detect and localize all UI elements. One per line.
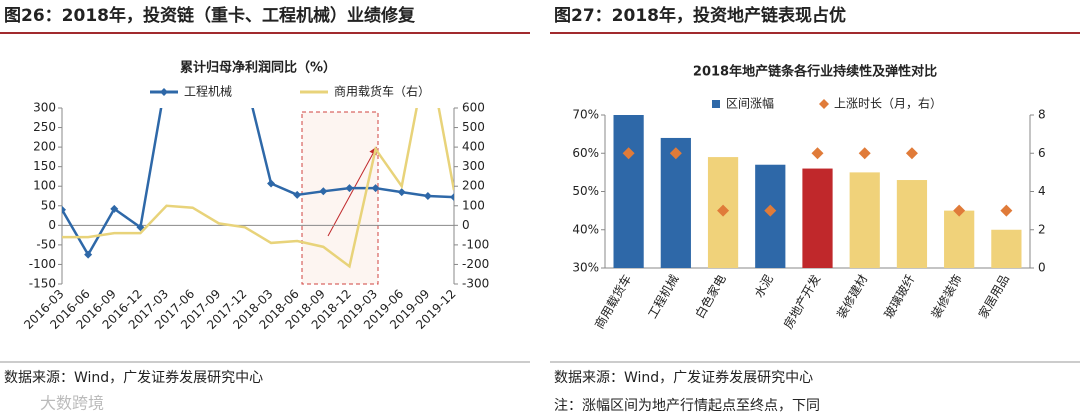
point xyxy=(953,204,966,217)
figure-title: 图27：2018年，投资地产链表现占优 xyxy=(554,5,846,26)
legend-swatch xyxy=(712,100,720,108)
point xyxy=(84,250,93,259)
y-tick-label: 50% xyxy=(572,184,599,198)
y2-tick-label: 2 xyxy=(1038,222,1046,236)
y2-tick-label: 100 xyxy=(462,198,485,212)
source: 数据来源：Wind，广发证券发展研究中心 xyxy=(554,370,813,386)
y2-tick-label: -200 xyxy=(462,257,489,271)
y-tick-label: 0 xyxy=(48,218,56,232)
y-tick-label: -100 xyxy=(29,257,56,271)
legend-label: 上涨时长（月，右） xyxy=(834,96,942,111)
note: 注：涨幅区间为地产行情起点至终点，下同 xyxy=(554,398,820,414)
y2-tick-label: -300 xyxy=(462,277,489,291)
figure-title: 图26：2018年，投资链（重卡、工程机械）业绩修复 xyxy=(4,5,416,26)
bar xyxy=(991,229,1022,268)
point xyxy=(267,179,276,188)
y2-tick-label: 0 xyxy=(1038,261,1046,275)
x-tick-label: 家居用品 xyxy=(975,272,1012,321)
point xyxy=(858,147,871,160)
x-tick-label: 装修建材 xyxy=(833,272,870,321)
series-line xyxy=(62,108,454,269)
y2-tick-label: 400 xyxy=(462,140,485,154)
x-tick-label: 装修装饰 xyxy=(928,272,965,321)
point xyxy=(1000,204,1013,217)
point xyxy=(717,204,730,217)
y2-tick-label: 8 xyxy=(1038,108,1046,122)
x-tick-label: 工程机械 xyxy=(644,272,681,321)
point xyxy=(163,73,171,81)
chart-title: 2018年地产链条各行业持续性及弹性对比 xyxy=(693,64,937,80)
y2-tick-label: 300 xyxy=(462,159,485,173)
y-tick-label: 30% xyxy=(572,261,599,275)
point xyxy=(811,147,824,160)
x-tick-label: 白色家电 xyxy=(692,272,729,321)
y2-tick-label: 4 xyxy=(1038,184,1046,198)
y2-tick-label: -100 xyxy=(462,237,489,251)
y-tick-label: 150 xyxy=(33,159,56,173)
bar xyxy=(896,180,928,268)
y2-tick-label: 0 xyxy=(462,218,470,232)
watermark: 大数跨境 xyxy=(40,394,104,413)
point xyxy=(62,205,66,214)
y-tick-label: 300 xyxy=(33,101,56,115)
bar xyxy=(660,137,691,268)
point xyxy=(622,147,635,160)
y2-tick-label: 6 xyxy=(1038,146,1046,160)
point xyxy=(371,184,380,193)
point xyxy=(423,192,432,200)
point xyxy=(397,188,406,197)
x-tick-label: 房地产开发 xyxy=(780,272,823,331)
y-tick-label: -150 xyxy=(29,277,56,291)
y-tick-label: 250 xyxy=(33,120,56,134)
bar xyxy=(944,210,975,268)
bar xyxy=(849,172,880,268)
y-tick-label: 200 xyxy=(33,140,56,154)
bar xyxy=(802,168,833,268)
legend-label: 工程机械 xyxy=(184,84,232,99)
legend-label: 区间涨幅 xyxy=(726,96,774,111)
series-line xyxy=(62,108,454,258)
y2-tick-label: 600 xyxy=(462,101,485,115)
point xyxy=(669,147,682,160)
y-tick-label: 70% xyxy=(572,108,599,122)
x-tick-label: 商用载货车 xyxy=(591,272,634,331)
y-tick-label: 50 xyxy=(41,198,56,212)
x-tick-label: 水泥 xyxy=(752,272,776,300)
legend-swatch xyxy=(819,99,829,109)
legend-swatch xyxy=(160,88,168,96)
y2-tick-label: 200 xyxy=(462,179,485,193)
point xyxy=(215,45,223,53)
plot xyxy=(613,115,1022,268)
y-tick-label: 40% xyxy=(572,222,599,236)
point xyxy=(905,147,918,160)
point xyxy=(319,187,328,196)
point xyxy=(110,204,119,213)
plot xyxy=(62,45,454,269)
point xyxy=(345,184,354,193)
arrow xyxy=(327,146,377,237)
x-tick-label: 玻璃玻纤 xyxy=(881,272,917,321)
source: 数据来源：Wind，广发证券发展研究中心 xyxy=(4,370,263,386)
chart-title: 累计归母净利润同比（%） xyxy=(180,60,336,76)
point xyxy=(764,204,777,217)
point xyxy=(293,190,302,199)
y-tick-label: 100 xyxy=(33,179,56,193)
y2-tick-label: 500 xyxy=(462,120,485,134)
point xyxy=(450,193,454,202)
point xyxy=(189,45,197,53)
legend-label: 商用载货车（右） xyxy=(334,84,430,99)
y-tick-label: 60% xyxy=(572,146,599,160)
y-tick-label: -50 xyxy=(36,237,56,251)
bar xyxy=(613,115,644,268)
